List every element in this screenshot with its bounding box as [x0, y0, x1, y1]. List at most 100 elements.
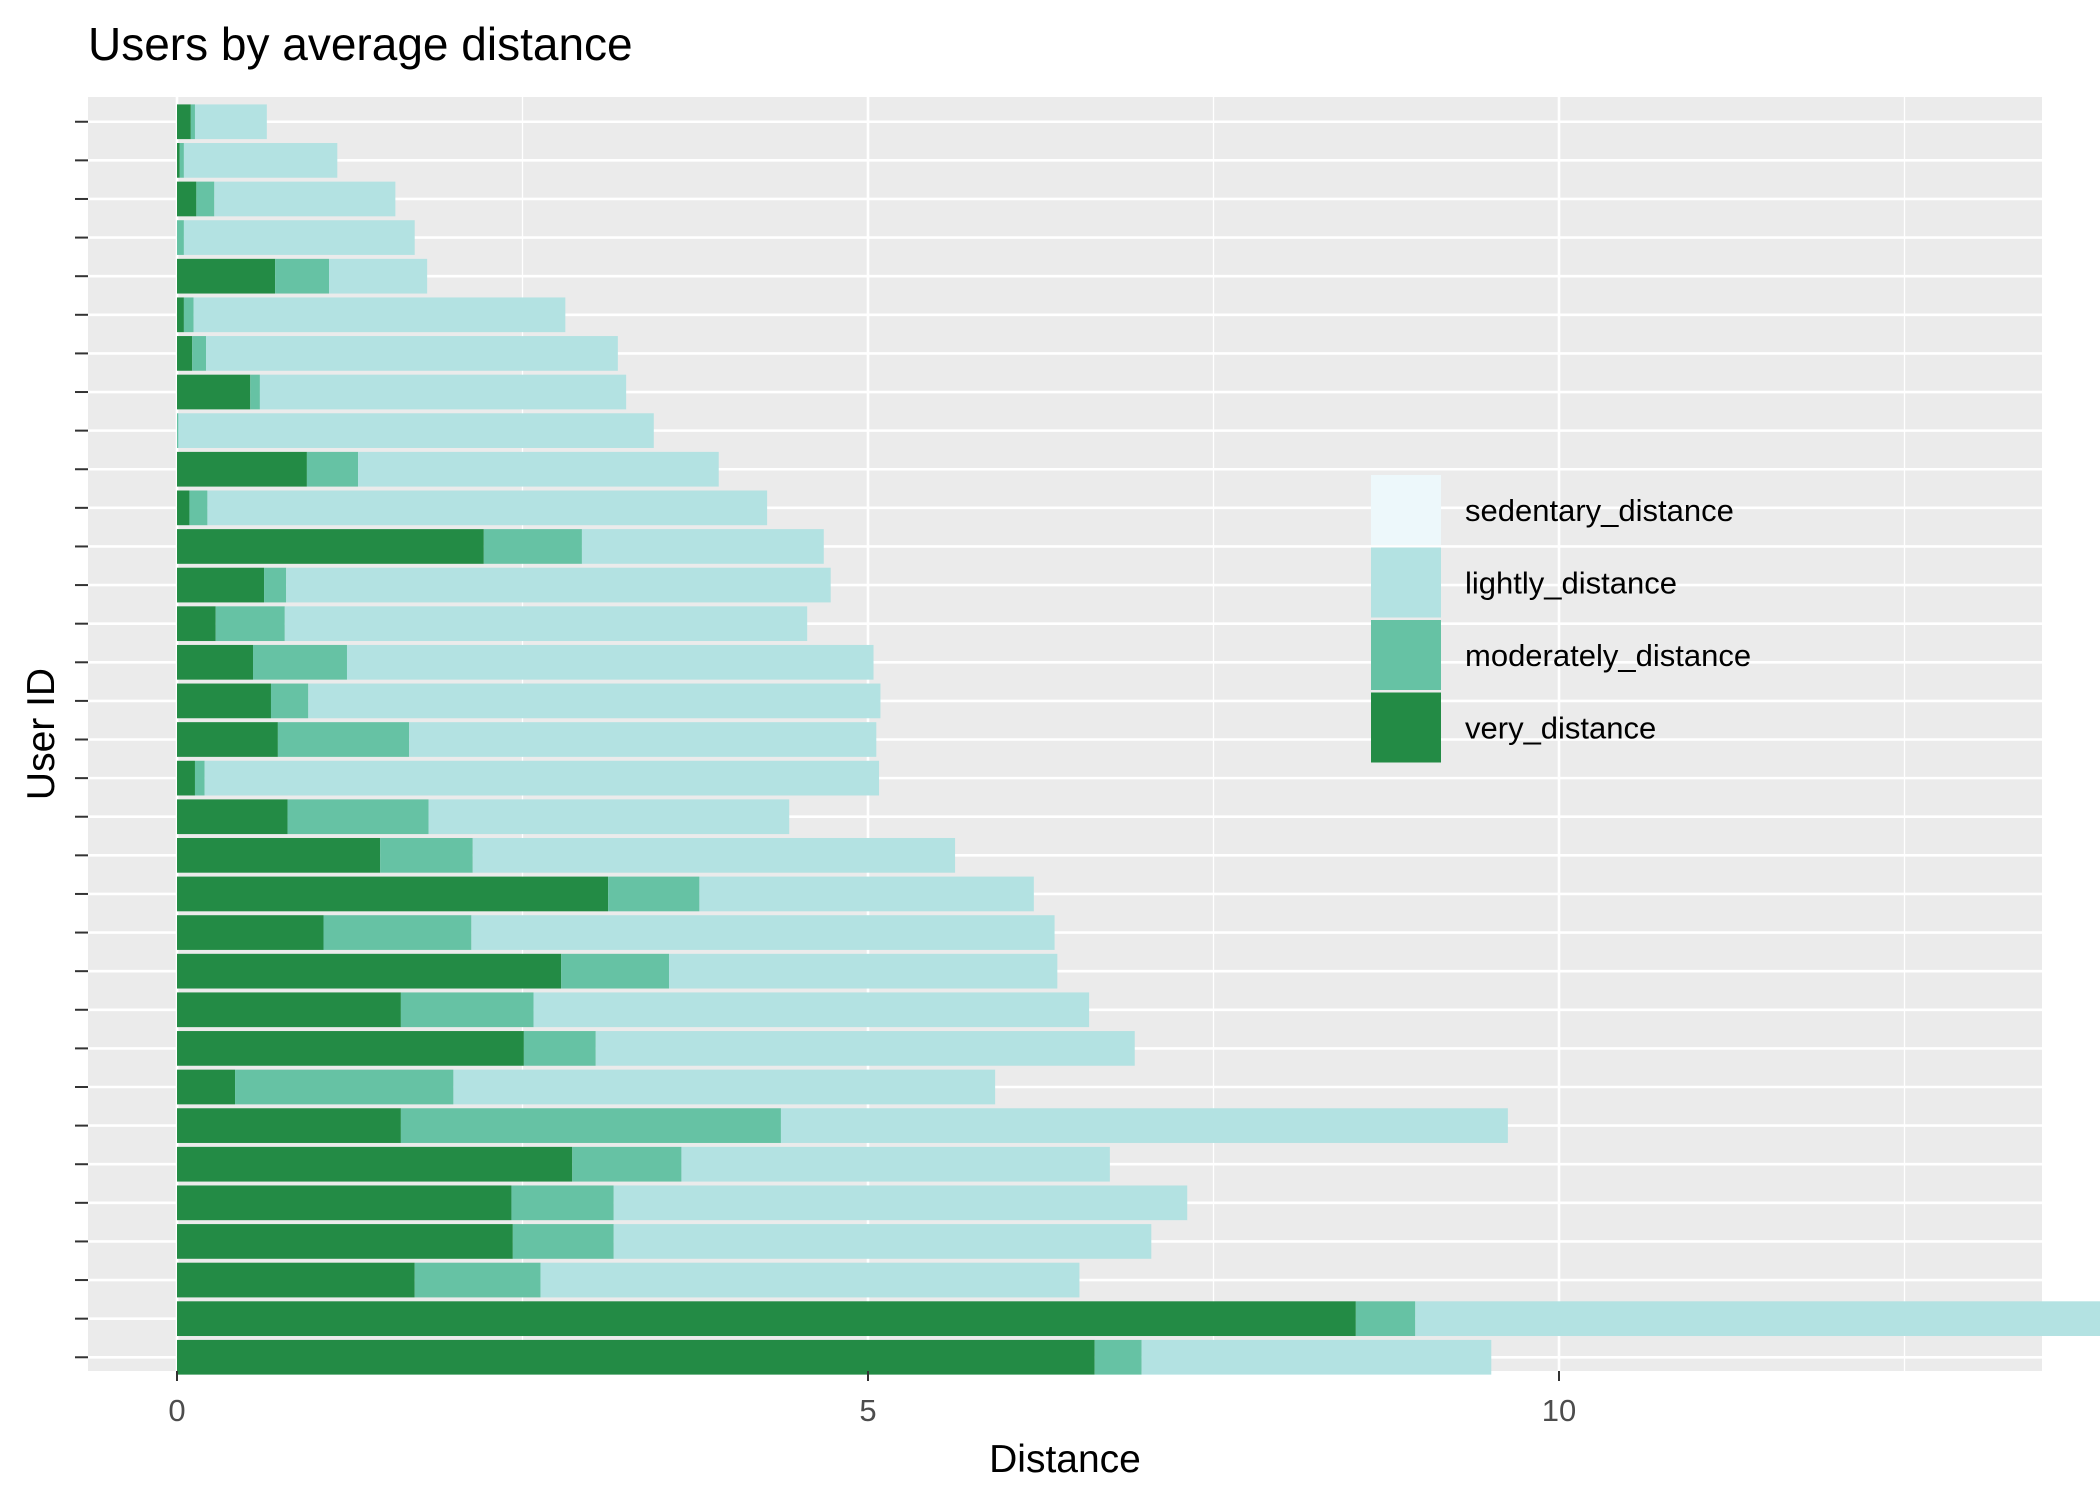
bar-moderately-distance	[306, 451, 359, 487]
y-axis-ticks	[75, 120, 88, 1359]
bar-moderately-distance	[414, 1262, 541, 1298]
bar-very-distance	[177, 1185, 512, 1221]
bar-moderately-distance	[190, 104, 195, 140]
bar-lightly-distance	[472, 837, 956, 873]
legend-label-sedentary-distance: sedentary_distance	[1465, 493, 1734, 528]
bar-lightly-distance	[193, 297, 566, 333]
bar-moderately-distance	[1355, 1301, 1416, 1337]
bar-lightly-distance	[681, 1146, 1110, 1182]
bar-lightly-distance	[471, 915, 1055, 950]
bar-lightly-distance	[428, 799, 790, 835]
bar-moderately-distance	[177, 413, 179, 448]
bar-very-distance	[177, 181, 197, 217]
bar-lightly-distance	[284, 606, 808, 642]
x-axis-ticks: 0 5 10	[168, 1371, 1576, 1428]
bar-moderately-distance	[572, 1146, 682, 1182]
bar-moderately-distance	[323, 915, 472, 950]
bar-moderately-distance	[380, 837, 473, 873]
bar-lightly-distance	[358, 451, 719, 487]
bar-lightly-distance	[206, 336, 618, 371]
bar-moderately-distance	[275, 258, 330, 294]
bar-moderately-distance	[608, 876, 700, 912]
bar-moderately-distance	[192, 336, 207, 371]
bar-very-distance	[177, 529, 484, 564]
chart-title: Users by average distance	[88, 18, 633, 70]
bar-lightly-distance	[409, 722, 877, 757]
bar-moderately-distance	[512, 1224, 614, 1259]
bar-moderately-distance	[177, 220, 184, 255]
bar-lightly-distance	[183, 220, 415, 255]
bar-moderately-distance	[523, 1031, 596, 1066]
bar-lightly-distance	[1415, 1301, 2100, 1337]
bar-moderately-distance	[215, 606, 285, 642]
bar-very-distance	[177, 722, 278, 757]
bar-moderately-distance	[235, 1069, 454, 1105]
bar-very-distance	[177, 683, 271, 719]
bar-moderately-distance	[277, 722, 410, 757]
bar-very-distance	[177, 336, 193, 371]
bar-very-distance	[177, 992, 401, 1028]
bar-moderately-distance	[264, 567, 287, 603]
legend-swatch-lightly-distance	[1371, 547, 1441, 618]
bar-lightly-distance	[259, 374, 627, 410]
x-tick-label: 5	[859, 1393, 876, 1428]
bar-very-distance	[177, 760, 195, 796]
bar-lightly-distance	[286, 567, 831, 603]
bar-very-distance	[177, 837, 381, 873]
bar-lightly-distance	[204, 760, 880, 796]
bar-very-distance	[177, 606, 216, 642]
bar-lightly-distance	[453, 1069, 996, 1105]
x-tick-label: 0	[168, 1393, 185, 1428]
bar-very-distance	[177, 258, 276, 294]
bar-moderately-distance	[250, 374, 260, 410]
x-axis-title: Distance	[989, 1438, 1141, 1481]
bar-very-distance	[177, 567, 265, 603]
legend: sedentary_distance lightly_distancemodera…	[1371, 475, 1751, 763]
bar-lightly-distance	[207, 490, 768, 526]
bar-very-distance	[177, 1339, 1095, 1375]
bar-lightly-distance	[540, 1262, 1080, 1298]
legend-label-very-distance: very_distance	[1465, 711, 1656, 746]
bar-very-distance	[177, 953, 562, 989]
bar-moderately-distance	[179, 143, 184, 178]
legend-swatch-sedentary-distance	[1371, 475, 1441, 545]
bar-lightly-distance	[346, 644, 874, 680]
bar-moderately-distance	[196, 181, 215, 217]
bar-very-distance	[177, 1301, 1356, 1337]
bar-lightly-distance	[214, 181, 396, 217]
bar-very-distance	[177, 143, 180, 178]
bar-lightly-distance	[668, 953, 1058, 989]
bar-moderately-distance	[287, 799, 429, 835]
bar-very-distance	[177, 1262, 415, 1298]
bar-moderately-distance	[400, 1108, 781, 1143]
bar-moderately-distance	[483, 529, 582, 564]
bar-moderately-distance	[183, 297, 194, 333]
x-tick-label: 10	[1542, 1393, 1576, 1428]
bars	[177, 104, 2100, 1375]
bar-lightly-distance	[613, 1224, 1152, 1259]
bar-very-distance	[177, 1146, 573, 1182]
bar-lightly-distance	[581, 529, 824, 564]
bar-lightly-distance	[595, 1031, 1135, 1066]
y-axis-title: User ID	[20, 668, 63, 800]
bar-moderately-distance	[1094, 1339, 1142, 1375]
bar-lightly-distance	[183, 143, 338, 178]
legend-label-lightly-distance: lightly_distance	[1465, 566, 1677, 601]
bar-moderately-distance	[270, 683, 309, 719]
bar-very-distance	[177, 490, 190, 526]
bar-very-distance	[177, 1069, 236, 1105]
bar-lightly-distance	[699, 876, 1034, 912]
bar-very-distance	[177, 451, 307, 487]
legend-swatch-very-distance	[1371, 692, 1441, 763]
bar-moderately-distance	[561, 953, 669, 989]
bar-lightly-distance	[178, 413, 654, 448]
bar-very-distance	[177, 799, 288, 835]
bar-moderately-distance	[400, 992, 534, 1028]
bar-very-distance	[177, 1108, 401, 1143]
bar-very-distance	[177, 876, 609, 912]
bar-very-distance	[177, 644, 254, 680]
legend-label-moderately-distance: moderately_distance	[1465, 638, 1751, 673]
bar-very-distance	[177, 374, 251, 410]
bar-lightly-distance	[194, 104, 267, 140]
